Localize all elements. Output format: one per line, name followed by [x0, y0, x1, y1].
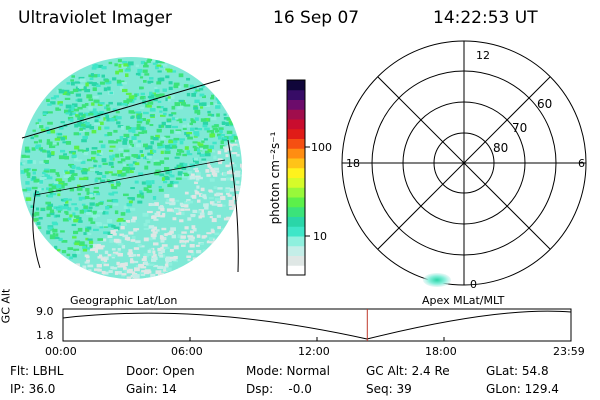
mlat-label-80: 80 [493, 141, 509, 155]
colorbar-tick-10: 10 [313, 230, 327, 243]
mlat-label-60: 60 [537, 97, 553, 111]
globe-meridian-line [227, 139, 239, 273]
time-tick-1200: 12:00 [298, 345, 330, 358]
altitude-ylabel: GC Alt [0, 288, 13, 324]
info-ip: IP: 36.0 [10, 382, 56, 396]
time-tick-1800: 18:00 [425, 345, 457, 358]
observation-time: 14:22:53 UT [433, 8, 538, 28]
altitude-ymax: 9.0 [36, 305, 54, 318]
instrument-title: Ultraviolet Imager [18, 8, 172, 28]
mlt-label-6: 6 [578, 157, 585, 170]
auroral-emission-patch [423, 273, 451, 287]
altitude-ymin: 1.8 [36, 329, 54, 342]
mlt-label-0: 0 [470, 278, 477, 291]
altitude-plot [62, 308, 572, 342]
info-gc-alt: GC Alt: 2.4 Re [366, 364, 450, 378]
info-seq: Seq: 39 [366, 382, 412, 396]
time-tick-0600: 06:00 [171, 345, 203, 358]
mlat-label-70: 70 [512, 121, 528, 135]
globe-grid-line [34, 159, 226, 196]
colorbar-tick-100: 100 [311, 141, 332, 154]
info-glon: GLon: 129.4 [486, 382, 559, 396]
altitude-curve [62, 310, 572, 340]
mlt-label-18: 18 [346, 157, 360, 170]
mlt-label-12: 12 [476, 49, 490, 62]
polar-caption: Apex MLat/MLT [422, 294, 505, 307]
info-mode: Mode: Normal [246, 364, 330, 378]
info-gain: Gain: 14 [126, 382, 177, 396]
info-door: Door: Open [126, 364, 195, 378]
polar-plot [341, 40, 587, 286]
info-dsp: Dsp: -0.0 [246, 382, 312, 396]
info-glat: GLat: 54.8 [486, 364, 549, 378]
color-bar [286, 79, 310, 276]
observation-date: 16 Sep 07 [273, 8, 360, 28]
colorbar-unit-label: photon cm⁻²s⁻¹ [268, 131, 282, 225]
time-tick-0000: 00:00 [45, 345, 77, 358]
globe-image [20, 57, 242, 279]
globe-caption: Geographic Lat/Lon [70, 294, 178, 307]
globe-meridian-line [32, 189, 41, 269]
info-filter: Flt: LBHL [10, 364, 64, 378]
time-tick-2359: 23:59 [553, 345, 585, 358]
globe-grid-line [21, 79, 221, 139]
